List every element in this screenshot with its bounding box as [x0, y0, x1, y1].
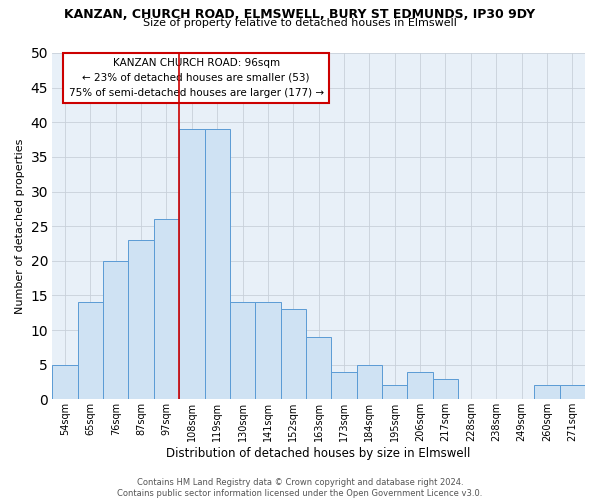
Bar: [281, 310, 306, 400]
Bar: [179, 129, 205, 400]
Bar: [103, 261, 128, 400]
Text: KANZAN CHURCH ROAD: 96sqm
← 23% of detached houses are smaller (53)
75% of semi-: KANZAN CHURCH ROAD: 96sqm ← 23% of detac…: [68, 58, 324, 98]
Text: Size of property relative to detached houses in Elmswell: Size of property relative to detached ho…: [143, 18, 457, 28]
Bar: [407, 372, 433, 400]
Bar: [52, 364, 78, 400]
Y-axis label: Number of detached properties: Number of detached properties: [15, 138, 25, 314]
Text: KANZAN, CHURCH ROAD, ELMSWELL, BURY ST EDMUNDS, IP30 9DY: KANZAN, CHURCH ROAD, ELMSWELL, BURY ST E…: [64, 8, 536, 20]
Bar: [331, 372, 357, 400]
Bar: [78, 302, 103, 400]
Bar: [433, 378, 458, 400]
Bar: [382, 386, 407, 400]
Bar: [306, 337, 331, 400]
Bar: [128, 240, 154, 400]
Bar: [534, 386, 560, 400]
Bar: [560, 386, 585, 400]
Bar: [255, 302, 281, 400]
X-axis label: Distribution of detached houses by size in Elmswell: Distribution of detached houses by size …: [166, 447, 471, 460]
Bar: [357, 364, 382, 400]
Bar: [230, 302, 255, 400]
Bar: [154, 219, 179, 400]
Bar: [205, 129, 230, 400]
Text: Contains HM Land Registry data © Crown copyright and database right 2024.
Contai: Contains HM Land Registry data © Crown c…: [118, 478, 482, 498]
